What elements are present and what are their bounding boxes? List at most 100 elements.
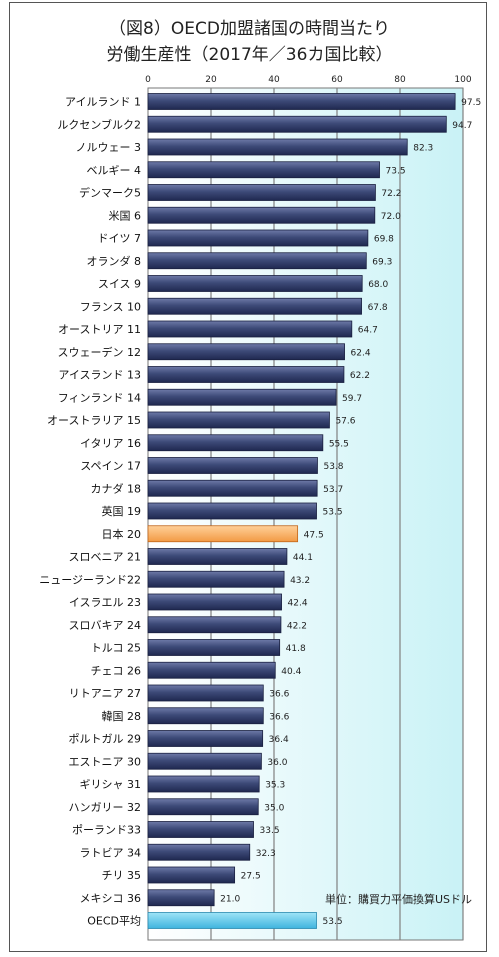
value-label: 62.4 — [351, 348, 371, 358]
bar — [147, 366, 345, 383]
value-label: 42.2 — [287, 621, 307, 631]
bar — [147, 775, 260, 793]
bar — [147, 661, 276, 679]
value-label: 62.2 — [350, 371, 370, 381]
value-label: 59.7 — [342, 394, 362, 404]
bar — [147, 320, 353, 338]
bar — [147, 343, 345, 361]
category-label: ポルトガル 29 — [69, 733, 142, 746]
value-label: 41.8 — [286, 644, 306, 654]
category-label: ラトビア 34 — [80, 846, 142, 859]
category-label: フィンランド 14 — [58, 391, 141, 404]
value-label: 36.0 — [267, 758, 287, 768]
bar — [147, 752, 262, 770]
value-label: 94.7 — [452, 121, 472, 131]
unit-note: 単位：購買力平価換算USドル — [325, 892, 472, 906]
bar — [147, 593, 282, 611]
category-label: チリ 35 — [102, 869, 142, 882]
bars — [147, 93, 456, 929]
value-label: 21.0 — [220, 894, 240, 904]
bar — [147, 93, 456, 110]
bar — [147, 479, 318, 497]
value-label: 40.4 — [281, 667, 301, 677]
x-tick-label: 20 — [205, 75, 217, 85]
value-label: 57.6 — [335, 417, 355, 427]
bar — [147, 252, 367, 270]
bar — [147, 434, 324, 452]
category-label: 米国 6 — [109, 209, 142, 222]
category-label: イスラエル 23 — [69, 596, 141, 609]
x-tick-label: 60 — [331, 75, 343, 85]
bar — [147, 184, 376, 201]
bar — [147, 866, 236, 884]
bar — [147, 684, 264, 702]
value-label: 36.4 — [269, 735, 289, 745]
category-label: ニュージーランド22 — [39, 573, 141, 586]
value-label: 68.0 — [368, 280, 388, 290]
category-label: ベルギー 4 — [87, 164, 142, 177]
category-label: ハンガリー 32 — [69, 801, 142, 814]
category-label: オーストリア 11 — [58, 323, 141, 336]
category-label: リトアニア 27 — [69, 687, 141, 700]
value-label: 35.3 — [265, 781, 285, 791]
category-label: デンマーク5 — [79, 186, 141, 200]
bar — [147, 115, 447, 133]
category-label: フランス 10 — [80, 300, 141, 313]
value-label: 53.5 — [323, 508, 343, 518]
value-labels: 97.5 94.7 82.3 73.5 72.2 72.0 69.8 69.3 68.0 67.8… — [220, 98, 481, 927]
bar — [147, 229, 369, 247]
category-label: オーストラリア 15 — [47, 414, 141, 427]
bar — [147, 730, 264, 747]
category-label: スロバキア 24 — [69, 619, 142, 632]
bar — [147, 138, 408, 156]
category-label: スイス 9 — [98, 278, 141, 291]
bar — [147, 525, 299, 543]
value-label: 53.8 — [323, 462, 343, 472]
bar — [147, 457, 318, 474]
value-label: 72.2 — [381, 189, 401, 199]
x-axis-ticks: 0 20 40 60 80 100 — [145, 75, 472, 85]
bar — [147, 616, 282, 634]
category-label: イタリア 16 — [80, 437, 141, 450]
category-label: オランダ 8 — [87, 254, 142, 268]
bar — [147, 548, 288, 565]
value-label: 73.5 — [386, 166, 406, 176]
bar — [147, 388, 337, 406]
category-label: アイルランド 1 — [65, 96, 141, 109]
value-label: 69.3 — [372, 257, 392, 267]
value-label: 47.5 — [304, 530, 324, 540]
category-label: トルコ 25 — [91, 642, 141, 655]
bar — [147, 502, 317, 520]
x-tick-label: 0 — [145, 75, 151, 85]
category-label: OECD平均 — [87, 915, 141, 928]
bar — [147, 639, 281, 656]
value-label: 72.0 — [381, 212, 401, 222]
bar — [147, 570, 285, 588]
value-label: 33.5 — [260, 826, 280, 836]
category-label: スロベニア 21 — [69, 551, 142, 564]
value-label: 32.3 — [256, 849, 276, 859]
value-label: 42.4 — [288, 599, 308, 609]
bar — [147, 707, 264, 725]
value-label: 35.0 — [264, 803, 284, 813]
category-label: 日本 20 — [102, 527, 142, 541]
category-label: アイスランド 13 — [58, 369, 141, 382]
bar — [147, 843, 251, 861]
x-tick-label: 40 — [268, 75, 280, 85]
value-label: 27.5 — [241, 872, 261, 882]
category-label: チェコ 26 — [91, 664, 142, 677]
category-label: スペイン 17 — [80, 460, 141, 473]
value-label: 64.7 — [358, 326, 378, 336]
bar — [147, 889, 215, 907]
category-label: ポーランド33 — [72, 824, 141, 837]
category-label: ルクセンブルク2 — [57, 117, 141, 131]
value-label: 53.7 — [323, 485, 343, 495]
value-label: 82.3 — [413, 144, 433, 154]
category-label: ドイツ 7 — [98, 232, 142, 245]
value-label: 69.8 — [374, 235, 394, 245]
value-label: 43.2 — [290, 576, 310, 586]
category-label: 英国 19 — [102, 504, 142, 518]
value-label: 67.8 — [368, 303, 388, 313]
bar — [147, 275, 363, 292]
